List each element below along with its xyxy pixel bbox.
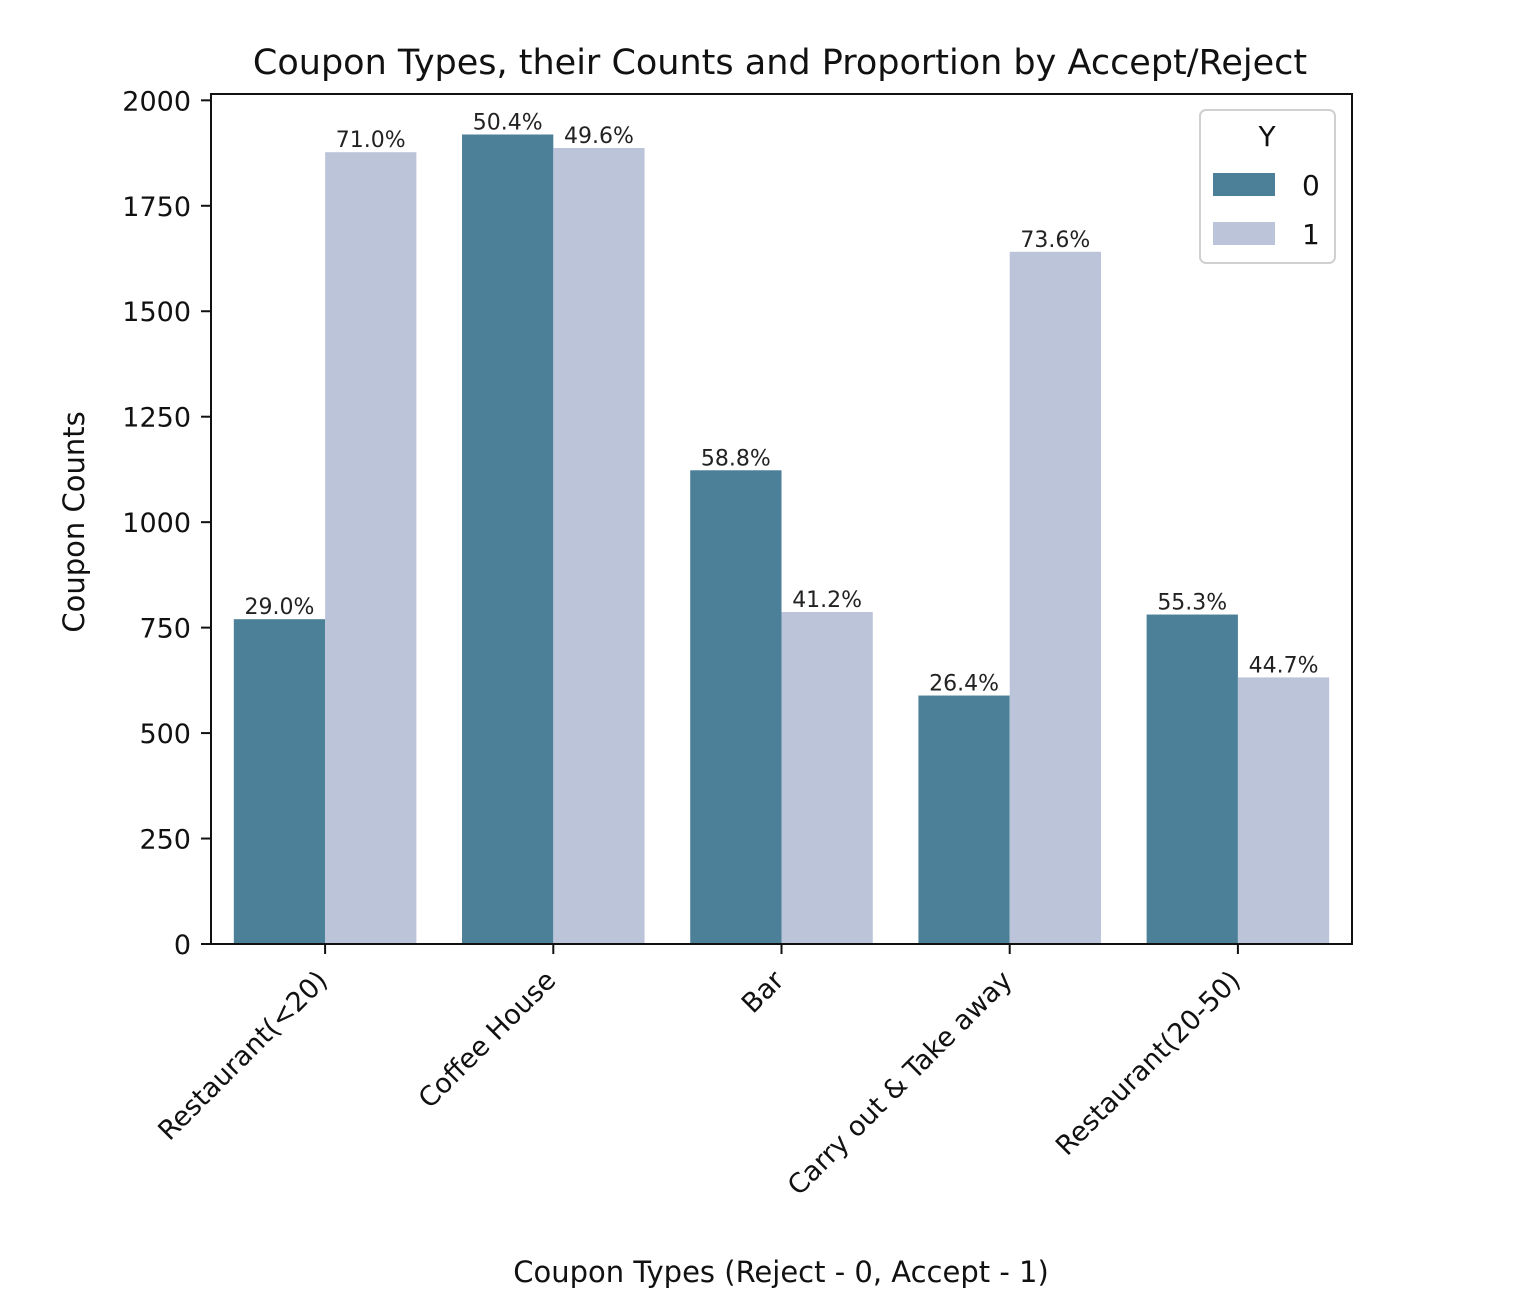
bar-value-label: 49.6% bbox=[564, 124, 634, 149]
bar-value-label: 50.4% bbox=[473, 110, 543, 135]
y-tick-label: 1500 bbox=[122, 297, 191, 328]
bar-restaurant-20-50-y0 bbox=[1146, 614, 1238, 944]
bar-value-label: 29.0% bbox=[245, 595, 315, 620]
x-tick-label: Restaurant(20-50) bbox=[1050, 965, 1247, 1162]
y-tick-label: 1250 bbox=[122, 403, 191, 434]
bar-value-label: 58.8% bbox=[701, 446, 771, 471]
y-axis-ticks: 0 250 500 750 1000 1250 1500 1750 2000 bbox=[122, 86, 211, 961]
legend: Y 0 1 bbox=[1199, 109, 1336, 264]
y-axis-label: Coupon Counts bbox=[57, 411, 91, 632]
legend-swatch-1 bbox=[1213, 222, 1275, 245]
x-tick-label: Carry out & Take away bbox=[782, 965, 1019, 1202]
bar-restaurant-20-y0 bbox=[233, 619, 326, 944]
bar-value-label: 44.7% bbox=[1249, 653, 1319, 678]
y-tick-label: 0 bbox=[174, 930, 191, 961]
y-tick-label: 1000 bbox=[122, 508, 191, 539]
x-tick-label: Restaurant(<20) bbox=[152, 965, 334, 1147]
legend-title: Y bbox=[1257, 120, 1276, 153]
x-tick-label: Coffee House bbox=[413, 965, 562, 1114]
x-tick-label: Bar bbox=[736, 964, 791, 1019]
y-tick-label: 750 bbox=[139, 614, 191, 645]
bar-bar-y0 bbox=[690, 470, 782, 944]
bar-value-label: 73.6% bbox=[1020, 228, 1090, 253]
bar-coffee-house-y1 bbox=[553, 147, 645, 944]
x-axis-label: Coupon Types (Reject - 0, Accept - 1) bbox=[513, 1255, 1049, 1289]
legend-label-1: 1 bbox=[1302, 218, 1320, 251]
bar-value-label: 26.4% bbox=[929, 672, 999, 697]
bar-labels-group: 29.0% 50.4% 58.8% 26.4% 55.3% 71.0% 49.6% 41.2%… bbox=[245, 110, 1319, 696]
bar-carry-out-take-away-y0 bbox=[918, 695, 1010, 944]
bar-coffee-house-y0 bbox=[462, 134, 554, 944]
legend-swatch-0 bbox=[1213, 173, 1275, 196]
y-tick-label: 2000 bbox=[122, 86, 191, 117]
bar-carry-out-take-away-y1 bbox=[1009, 251, 1101, 945]
y-tick-label: 500 bbox=[139, 719, 191, 750]
legend-label-0: 0 bbox=[1302, 169, 1320, 202]
y-tick-label: 1750 bbox=[122, 192, 191, 223]
plot-frame bbox=[210, 93, 1353, 945]
bar-value-label: 55.3% bbox=[1157, 591, 1227, 616]
bar-restaurant-20-50-y1 bbox=[1237, 677, 1330, 944]
chart-title: Coupon Types, their Counts and Proportio… bbox=[253, 43, 1307, 83]
y-tick-label: 250 bbox=[139, 825, 191, 856]
bars-group bbox=[233, 134, 1330, 945]
bar-value-label: 71.0% bbox=[336, 128, 406, 153]
bar-restaurant-20-y1 bbox=[325, 152, 417, 945]
bar-bar-y1 bbox=[781, 612, 873, 944]
bar-value-label: 41.2% bbox=[792, 588, 862, 613]
